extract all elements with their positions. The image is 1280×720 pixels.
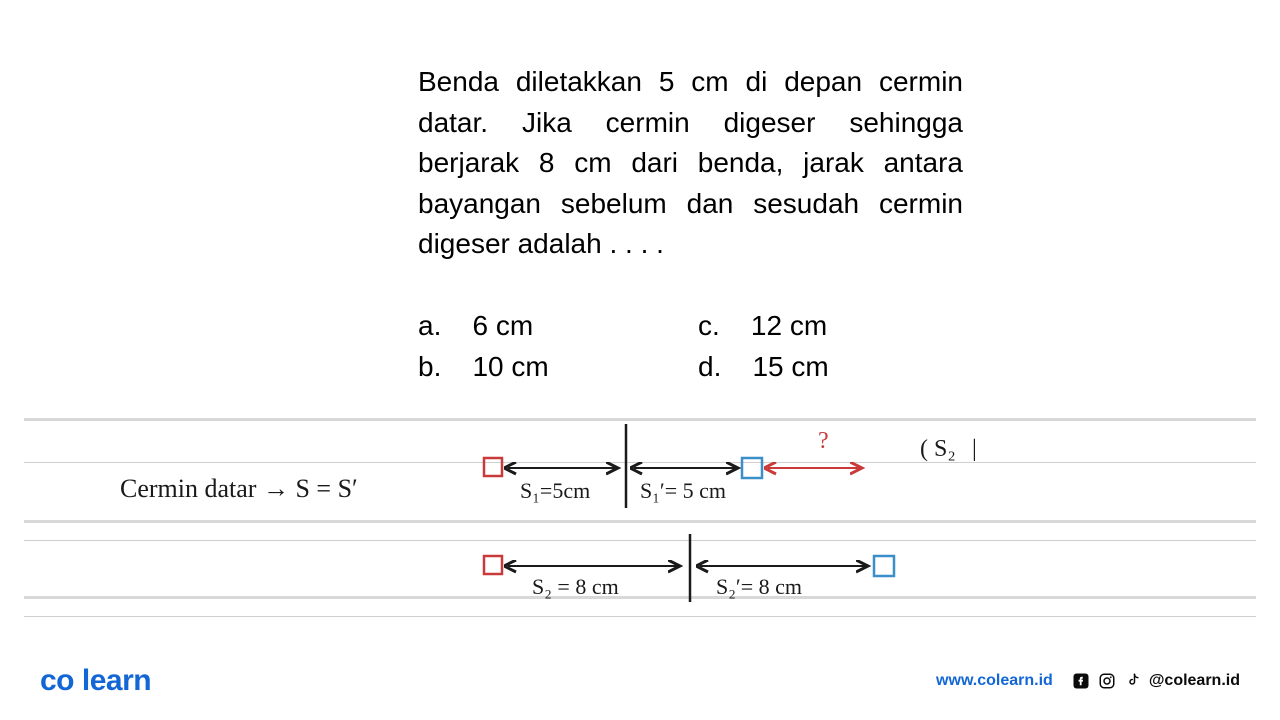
image-box-1 — [742, 458, 762, 478]
option-a-value: 6 cm — [472, 310, 533, 341]
s1-label: S₁=5cm — [520, 478, 590, 504]
footer: co learn www.colearn.id @colearn.id — [40, 664, 1240, 698]
logo-learn: learn — [82, 664, 151, 697]
s2-label: S₂ = 8 cm — [532, 574, 619, 600]
vbar: | — [972, 436, 977, 463]
ruled-line — [24, 462, 1256, 463]
question-text: Benda diletakkan 5 cm di depan cermin da… — [418, 62, 963, 265]
ruled-line — [24, 418, 1256, 421]
social-handle[interactable]: @colearn.id — [1149, 672, 1240, 690]
question-mark: ? — [818, 428, 829, 455]
facebook-icon[interactable] — [1071, 671, 1091, 691]
option-a-label: a. — [418, 310, 441, 341]
formula-text: Cermin datar → S = S′ — [120, 474, 358, 504]
option-c-label: c. — [698, 310, 720, 341]
option-d-label: d. — [698, 351, 721, 382]
website-link[interactable]: www.colearn.id — [936, 672, 1053, 690]
logo-co: co — [40, 664, 74, 697]
s2p-label: S₂′= 8 cm — [716, 574, 802, 600]
option-b-label: b. — [418, 351, 441, 382]
object-box-1 — [484, 458, 502, 476]
ruled-line — [24, 540, 1256, 541]
logo-dot — [74, 664, 82, 697]
object-box-2 — [484, 556, 502, 574]
instagram-icon[interactable] — [1097, 671, 1117, 691]
option-c-value: 12 cm — [751, 310, 827, 341]
ruled-line — [24, 520, 1256, 523]
option-b-value: 10 cm — [472, 351, 548, 382]
footer-right: www.colearn.id @colearn.id — [936, 671, 1240, 691]
social-block: @colearn.id — [1071, 671, 1240, 691]
s1p-label: S₁′= 5 cm — [640, 478, 726, 504]
ruled-line — [24, 616, 1256, 617]
image-box-2 — [874, 556, 894, 576]
logo: co learn — [40, 664, 151, 698]
paren-s2: ( S₂ — [920, 436, 956, 463]
tiktok-icon[interactable] — [1123, 671, 1143, 691]
ruled-line — [24, 596, 1256, 599]
option-d-value: 15 cm — [752, 351, 828, 382]
answer-options: a. 6 cm c. 12 cm b. 10 cm d. 15 cm — [418, 306, 829, 387]
